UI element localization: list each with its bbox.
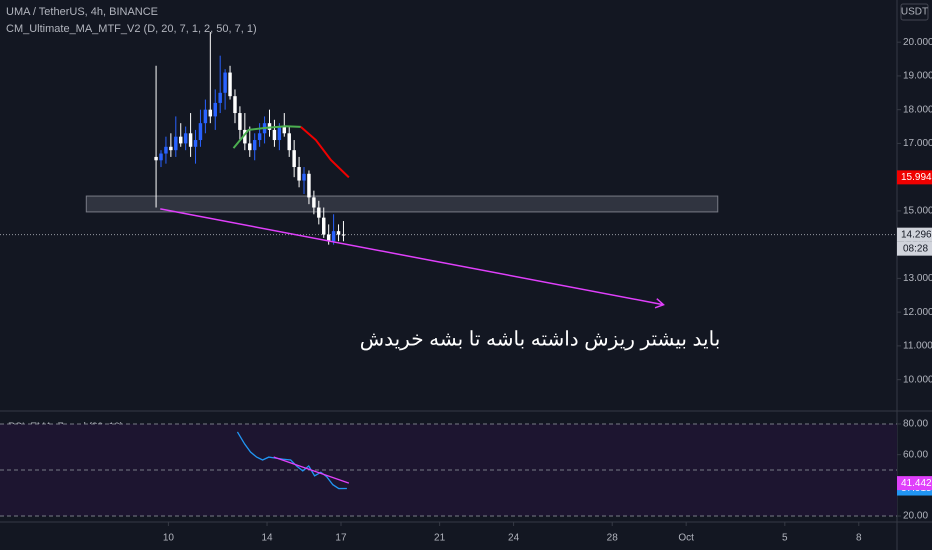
y-tick-label: 13.000	[903, 273, 932, 284]
x-tick-label: 14	[261, 533, 273, 544]
candle-body	[282, 126, 287, 134]
y-tick-label: 20.00	[903, 511, 928, 522]
annotation: باید بیشتر ریزش داشته باشه تا بشه خریدش	[360, 328, 721, 350]
y-tick-label: 19.000	[903, 71, 932, 82]
x-tick-label: 10	[163, 533, 175, 544]
candle-body	[188, 133, 193, 147]
candle-body	[233, 96, 237, 114]
candle-body	[203, 109, 208, 124]
ma-price-label-bg	[897, 170, 932, 185]
candle-body	[277, 126, 282, 141]
candle-body	[169, 146, 173, 151]
candle-body	[198, 123, 203, 141]
y-tick-label: 80.00	[903, 419, 928, 430]
candle-body	[174, 136, 178, 151]
candle-body	[228, 72, 232, 97]
candle-body	[317, 207, 321, 218]
candle-body	[331, 231, 336, 242]
candle-body	[208, 109, 213, 117]
countdown-bg	[897, 241, 932, 256]
candle-body	[248, 143, 252, 151]
currency-button[interactable]	[900, 3, 929, 21]
candle-body	[238, 113, 242, 130]
candle-body	[154, 156, 158, 161]
last-price-label: 14.296	[901, 229, 932, 240]
y-tick-label: 60.00	[903, 449, 928, 460]
currency[interactable]: USDT	[901, 7, 928, 18]
y-tick-label: 20.000	[903, 37, 932, 48]
x-tick-label: 28	[607, 533, 619, 544]
indicator-title: CM_Ultimate_MA_MTF_V2 (D, 20, 7, 1, 2, 5…	[6, 23, 257, 35]
candle-body	[312, 197, 316, 208]
candle-body	[213, 102, 217, 117]
countdown: 08:28	[903, 243, 928, 254]
candle-body	[287, 133, 291, 151]
candle-body	[267, 123, 272, 130]
x-tick-label: 21	[434, 533, 446, 544]
candle-body	[243, 129, 247, 144]
candle-body	[179, 136, 183, 144]
zone	[85, 195, 719, 213]
candle-body	[272, 129, 277, 141]
y-tick-label: 18.000	[903, 104, 932, 115]
x-tick-label: 24	[508, 533, 520, 544]
y-tick-label: 17.000	[903, 138, 932, 149]
candle-body	[322, 217, 326, 235]
trend-arrow	[654, 298, 665, 309]
y-tick-label: 12.000	[903, 307, 932, 318]
trend-line	[160, 208, 664, 306]
y-tick-label: 15.000	[903, 206, 932, 217]
rsi-value-label: 41.442	[901, 478, 932, 489]
last-price-label-bg	[897, 227, 932, 242]
symbol-title: UMA / TetherUS, 4h, BINANCE	[6, 6, 158, 18]
candle-body	[159, 153, 163, 161]
ma-price-label: 15.994	[901, 172, 932, 183]
candle-body	[223, 72, 227, 93]
candle-body	[341, 234, 346, 236]
candle-body	[218, 92, 222, 103]
x-tick-label: 8	[856, 533, 862, 544]
rsi-line	[236, 431, 347, 490]
ma-line	[300, 126, 350, 179]
candle-body	[302, 173, 306, 181]
candle-body	[336, 231, 341, 235]
x-tick-label: 5	[782, 533, 788, 544]
rsi-value-label-bg	[897, 476, 932, 491]
candle-body	[292, 150, 296, 168]
candle-body	[193, 140, 198, 147]
candle-body	[252, 140, 257, 151]
candle-body	[257, 133, 262, 141]
candle-body	[183, 133, 188, 144]
rsi-line	[273, 456, 350, 484]
x-tick-label: Oct	[678, 533, 694, 544]
candle-body	[297, 167, 301, 181]
y-tick-label: 10.000	[903, 374, 932, 385]
candle-body	[307, 173, 311, 198]
candle-body	[326, 234, 331, 242]
candle-body	[164, 146, 168, 154]
ma-line	[232, 125, 301, 149]
x-tick-label: 17	[335, 533, 347, 544]
y-tick-label: 11.000	[903, 341, 932, 352]
